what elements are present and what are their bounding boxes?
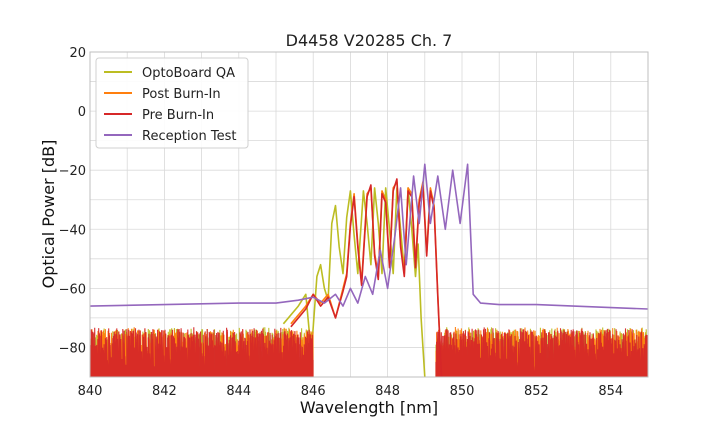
y-tick-label: 0 (78, 105, 86, 120)
x-tick-label: 852 (524, 384, 549, 399)
x-axis-ticks: 840 842 844 846 848 850 852 854 (78, 384, 624, 399)
y-axis-label: Optical Power [dB] (39, 140, 58, 289)
y-axis-ticks: 20 0 −20 −40 −60 −80 (59, 46, 86, 356)
series-layer (90, 163, 648, 377)
series-noise-floor (90, 327, 648, 377)
x-axis-label: Wavelength [nm] (300, 398, 438, 417)
legend: OptoBoard QA Post Burn-In Pre Burn-In Recep… (95, 57, 249, 149)
legend-entry-label: OptoBoard QA (142, 66, 235, 81)
x-tick-label: 848 (375, 384, 400, 399)
legend-entry-label: Post Burn-In (142, 87, 221, 102)
x-tick-label: 842 (152, 384, 177, 399)
x-tick-label: 844 (226, 384, 251, 399)
y-tick-label: −40 (59, 223, 86, 238)
x-tick-label: 846 (301, 384, 326, 399)
y-tick-label: −60 (59, 282, 86, 297)
chart-title: D4458 V20285 Ch. 7 (286, 31, 453, 50)
legend-box (95, 57, 249, 149)
legend-entry-label: Pre Burn-In (142, 108, 214, 123)
x-tick-label: 840 (78, 384, 103, 399)
y-tick-label: −80 (59, 341, 86, 356)
y-tick-label: 20 (69, 46, 86, 61)
plot-frame (89, 51, 649, 378)
y-tick-label: −20 (59, 164, 86, 179)
series-line (90, 163, 648, 310)
x-tick-label: 850 (450, 384, 475, 399)
x-tick-label: 854 (598, 384, 623, 399)
legend-entry-label: Reception Test (142, 129, 236, 144)
series-group (90, 163, 648, 310)
